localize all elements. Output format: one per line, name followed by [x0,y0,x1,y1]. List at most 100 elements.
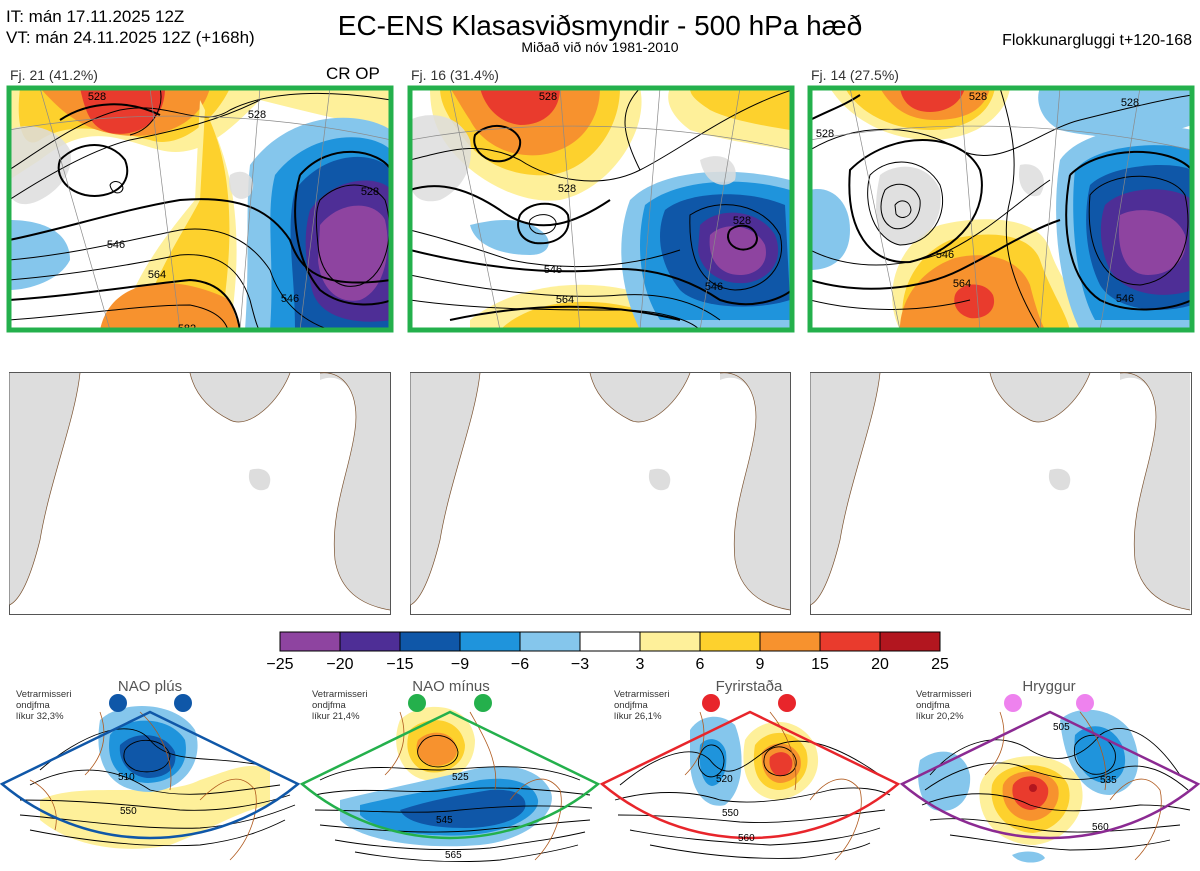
colorbar-tick-label: −15 [386,656,413,673]
panel-3-label: Fj. 14 (27.5%) [811,67,899,83]
panel-1-frame [6,85,394,333]
nao-minus-label-1: 525 [452,772,469,783]
ridge-frame [899,710,1200,840]
p3-contour-3: 546 [936,249,954,261]
nao-plus-probability: líkur 32,3% [16,711,64,722]
ridge-note-2: ondjfma [916,700,951,711]
nao-minus-dot-left [408,694,426,712]
colorbar-tick-label: −25 [266,656,293,673]
nao-minus-note-2: ondjfma [312,700,347,711]
p1-contour-1: 528 [248,109,266,121]
panel-2-frame [407,85,795,333]
colorbar-swatch [759,631,821,652]
p1-contour-3: 564 [148,269,166,281]
p3-contour-2: 528 [969,91,987,103]
p2-contour-2: 528 [558,183,576,195]
blocking-note-2: ondjfma [614,700,649,711]
ridge-note-1: Vetrarmisseri [916,689,971,700]
chart-subtitle: Miðað við nóv 1981-2010 [521,39,679,55]
p1-contour-6: 546 [281,293,299,305]
nao-minus-title: NAO mínus [412,678,490,695]
colorbar-swatch [819,631,881,652]
regime-blocking: 520 550 560 [599,710,901,861]
colorbar-tick-label: −9 [451,656,469,673]
p1-contour-2: 546 [107,239,125,251]
ridge-dot-left [1004,694,1022,712]
colorbar: −25 −20 −15 −9 −6 −3 3 6 9 15 20 25 [266,631,949,673]
basemap-1 [9,372,391,615]
p2-contour-6: 546 [705,281,723,293]
colorbar-swatch [879,631,941,652]
blocking-frame [599,710,901,840]
nao-plus-label-2: 550 [120,806,137,817]
ridge-label-1: 505 [1053,722,1070,733]
blocking-title: Fyrirstaða [716,678,783,695]
ridge-label-2: 535 [1100,775,1117,786]
nao-plus-dot-left [109,694,127,712]
colorbar-tick-label: −6 [511,656,529,673]
nao-minus-label-3: 565 [445,850,462,861]
panel-1-tag: CR OP [326,64,380,83]
p2-contour-5: 528 [733,215,751,227]
colorbar-tick-label: 9 [756,656,765,673]
issue-time: IT: mán 17.11.2025 12Z [6,7,185,26]
nao-plus-note-2: ondjfma [16,700,51,711]
header-info: IT: mán 17.11.2025 12Z VT: mán 24.11.202… [6,6,255,48]
colorbar-swatch [639,631,701,652]
p1-contour-4: 582 [178,323,196,335]
panel-1-label: Fj. 21 (41.2%) [10,67,98,83]
basemap-3 [810,372,1192,615]
ridge-label-3: 560 [1092,822,1109,833]
p1-contour-7: 528 [361,186,379,198]
nao-minus-label-2: 545 [436,815,453,826]
colorbar-swatch [459,631,521,652]
regime-nao-minus: 525 545 565 [299,706,601,862]
blocking-dot-right [778,694,796,712]
colorbar-tick-label: 20 [871,656,889,673]
regime-nao-plus: 510 550 [0,706,301,861]
colorbar-swatch [699,631,761,652]
cluster-panel-2: 528 528 546 564 528 546 [410,88,792,330]
p3-contour-6: 528 [1121,97,1139,109]
cluster-panel-3: 528 528 546 564 546 528 [810,88,1192,330]
blocking-label-2: 550 [722,808,739,819]
blocking-label-3: 560 [738,833,755,844]
colorbar-tick-label: 25 [931,656,949,673]
colorbar-tick-label: 3 [636,656,645,673]
classification-window: Flokkunargluggi t+120-168 [1002,32,1192,49]
colorbar-tick-label: −3 [571,656,589,673]
p1-contour-5: 528 [88,91,106,103]
p2-contour-4: 564 [556,294,574,306]
nao-minus-frame [299,710,601,840]
valid-time: VT: mán 24.11.2025 12Z (+168h) [6,28,255,47]
p2-contour-1: 528 [539,91,557,103]
colorbar-swatch [399,631,461,652]
cluster-panel-1: 528 546 564 582 528 546 528 [9,88,391,335]
p3-contour-4: 564 [953,278,971,290]
nao-plus-label-1: 510 [118,772,135,783]
nao-plus-dot-right [174,694,192,712]
colorbar-tick-label: 15 [811,656,829,673]
ridge-title: Hryggur [1022,678,1075,695]
colorbar-tick-label: 6 [696,656,705,673]
regime-ridge: 505 535 560 [899,709,1200,863]
blocking-label-1: 520 [716,774,733,785]
panel-3-frame [807,85,1195,333]
colorbar-swatch [339,631,401,652]
ridge-probability: líkur 20,2% [916,711,964,722]
colorbar-swatch [579,631,641,652]
p3-contour-1: 528 [816,128,834,140]
blocking-dot-left [702,694,720,712]
nao-plus-frame [0,710,301,840]
p3-contour-5: 546 [1116,293,1134,305]
nao-minus-note-1: Vetrarmisseri [312,689,367,700]
ridge-dot-right [1076,694,1094,712]
panel-2-label: Fj. 16 (31.4%) [411,67,499,83]
blocking-probability: líkur 26,1% [614,711,662,722]
chart-title: EC-ENS Klasasviðsmyndir - 500 hPa hæð [337,10,863,41]
nao-minus-probability: líkur 21,4% [312,711,360,722]
colorbar-swatch [279,631,341,652]
basemap-2 [410,372,791,615]
colorbar-swatch [519,631,581,652]
